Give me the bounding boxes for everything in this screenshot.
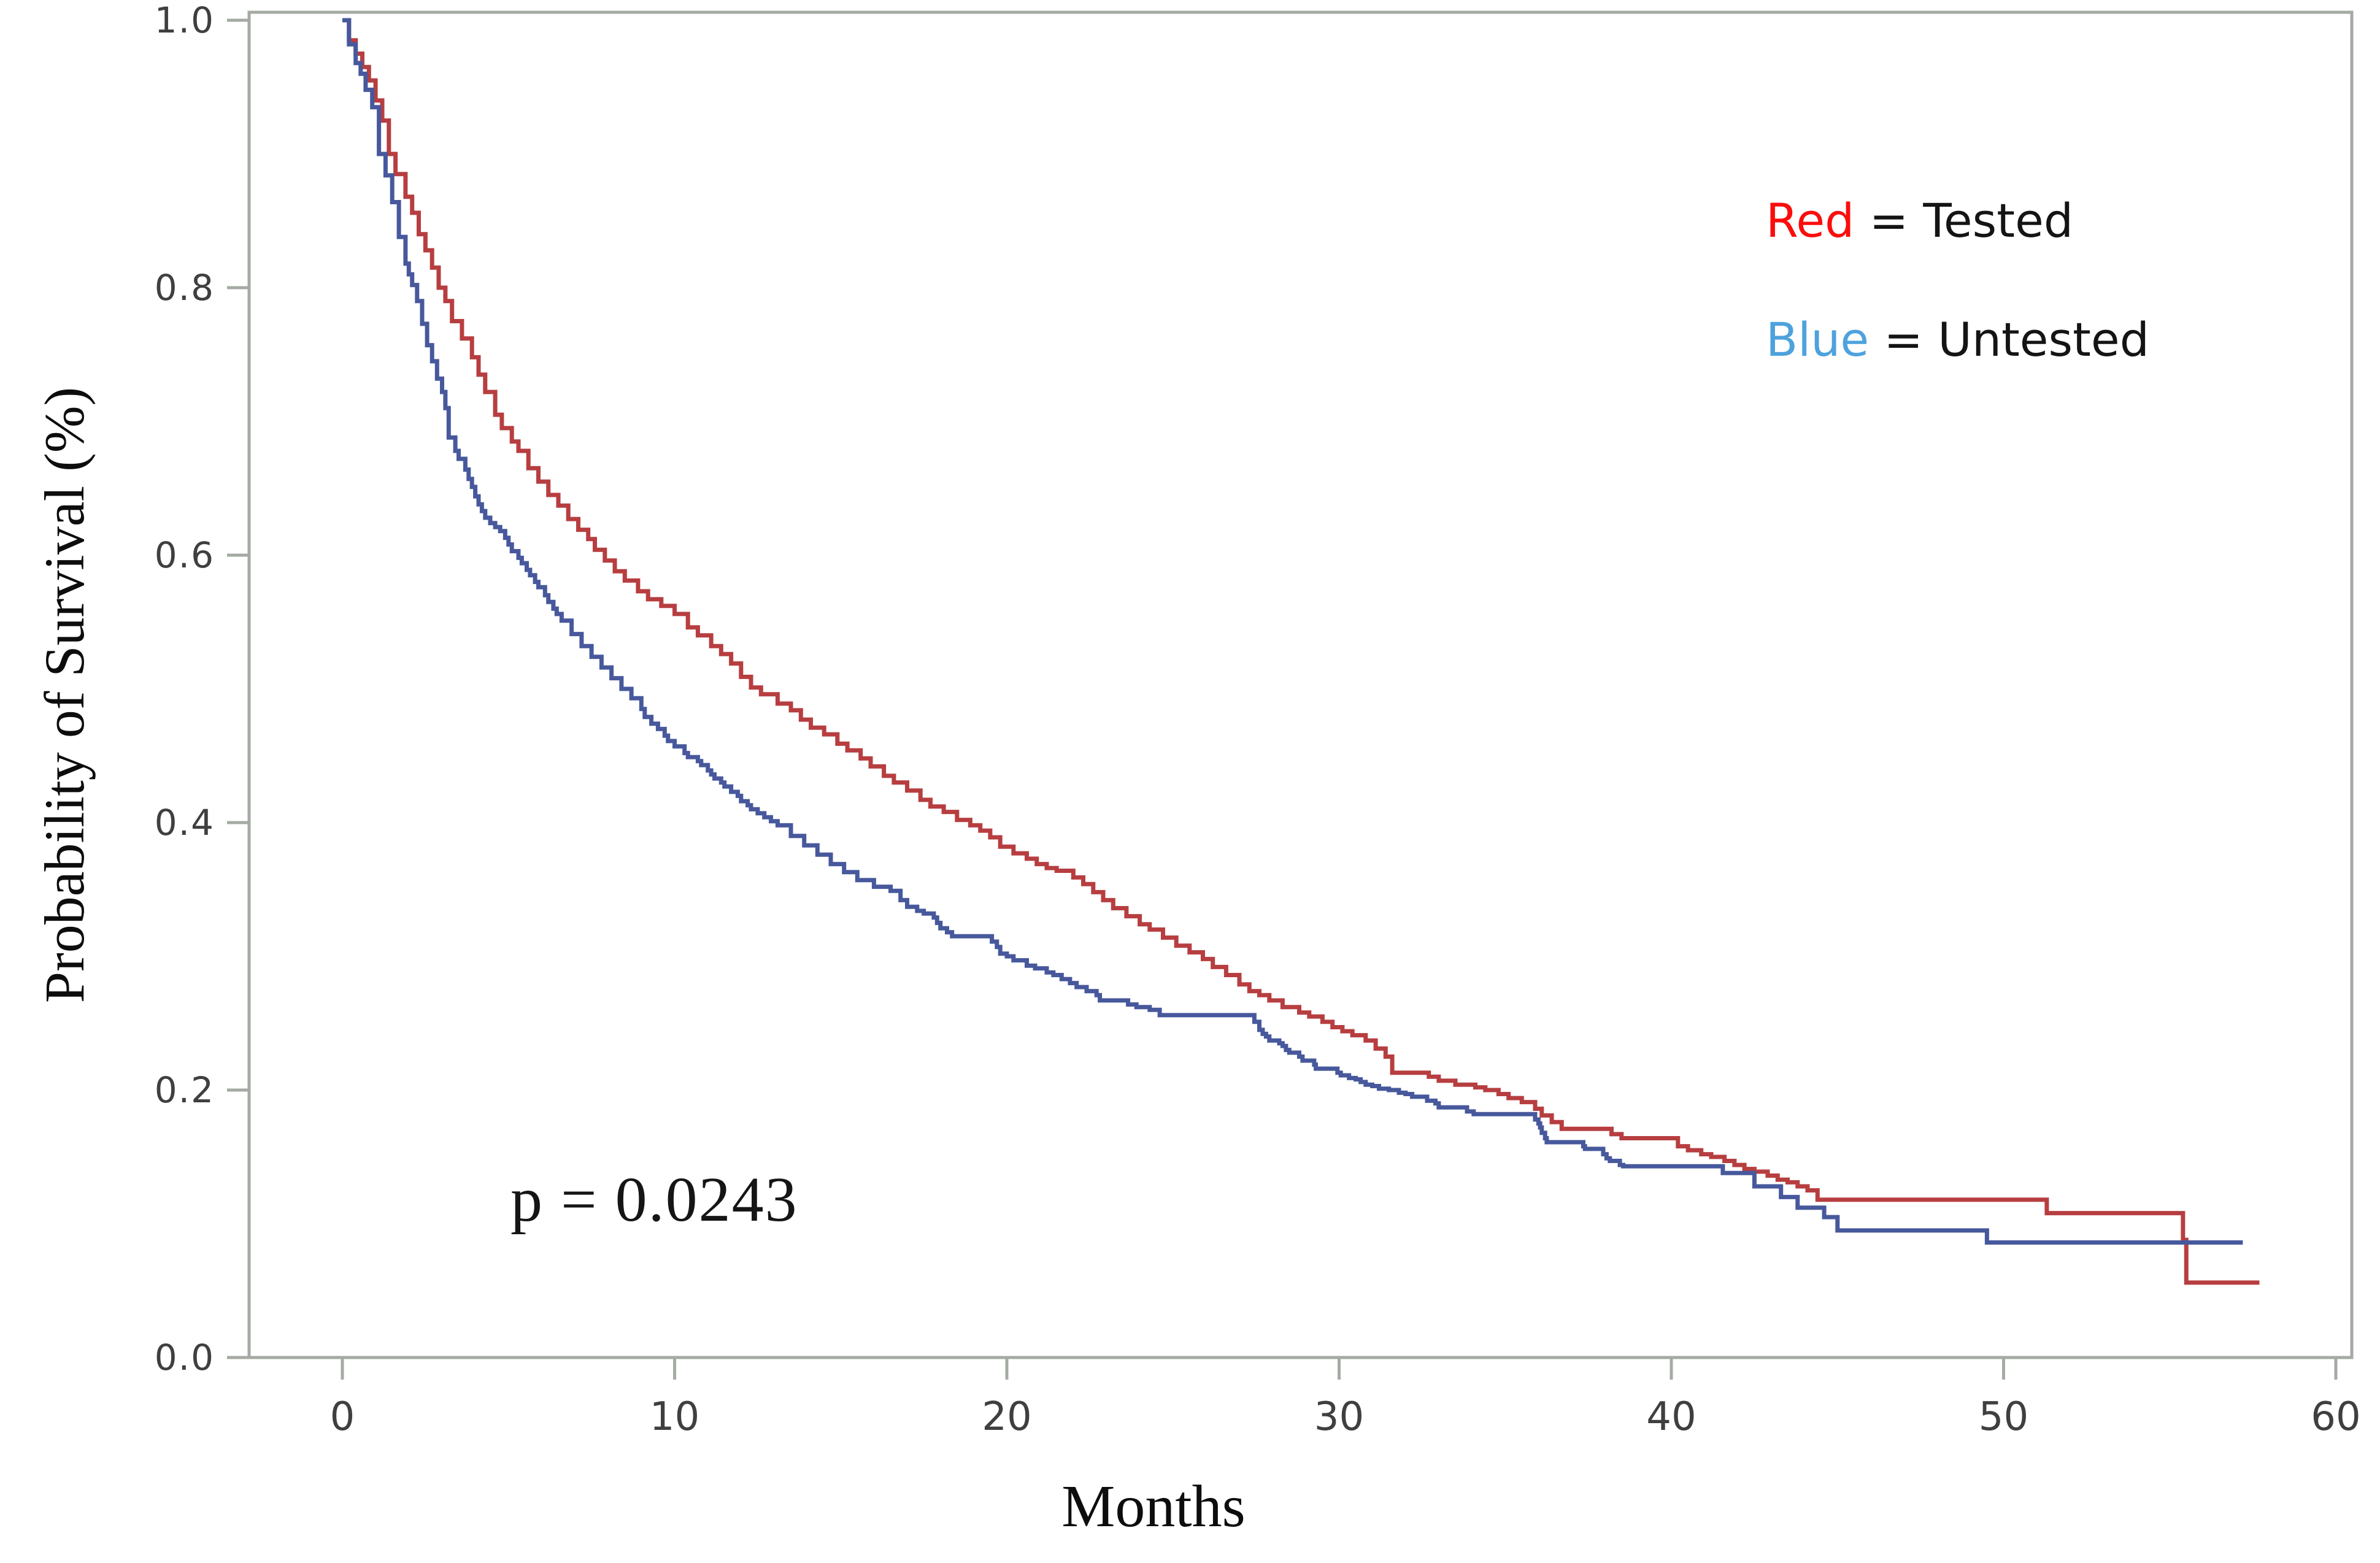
y-tick-label: 0.0 [154,1337,215,1378]
y-tick-label: 0.4 [154,802,215,843]
legend-term-red: Red [1766,193,1855,248]
y-axis-title: Probability of Survival (%) [33,386,96,1004]
legend-definition-untested: Untested [1938,312,2149,367]
y-tick-label: 0.2 [154,1069,215,1111]
legend-item-tested: Red = Tested [1766,198,2149,244]
untested-curve [342,18,2243,1245]
legend-item-untested: Blue = Untested [1766,317,2149,363]
survival-curves [342,18,2260,1285]
tested-curve [342,18,2260,1285]
x-axis-title: Months [1061,1473,1246,1540]
p-value-annotation: p = 0.0243 [510,1164,798,1235]
y-tick-label: 0.6 [154,534,215,576]
x-tick-label: 40 [1646,1394,1696,1440]
legend: Red = Tested Blue = Untested [1766,198,2149,436]
x-tick-label: 10 [649,1394,700,1440]
y-tick-label: 1.0 [154,0,215,41]
plot-frame [247,10,2354,1359]
x-tick-label: 60 [2311,1394,2361,1440]
axis-ticks [227,18,2338,1380]
x-tick-label: 0 [329,1394,355,1440]
x-tick-label: 20 [982,1394,1032,1440]
x-tick-label: 50 [1978,1394,2029,1440]
legend-separator: = [1869,312,1938,367]
y-tick-label: 0.8 [154,267,215,309]
plot-frame-box [247,10,2354,1359]
legend-definition-tested: Tested [1923,193,2074,248]
x-tick-label: 30 [1314,1394,1365,1440]
legend-separator: = [1854,193,1924,248]
legend-term-blue: Blue [1766,312,1870,367]
